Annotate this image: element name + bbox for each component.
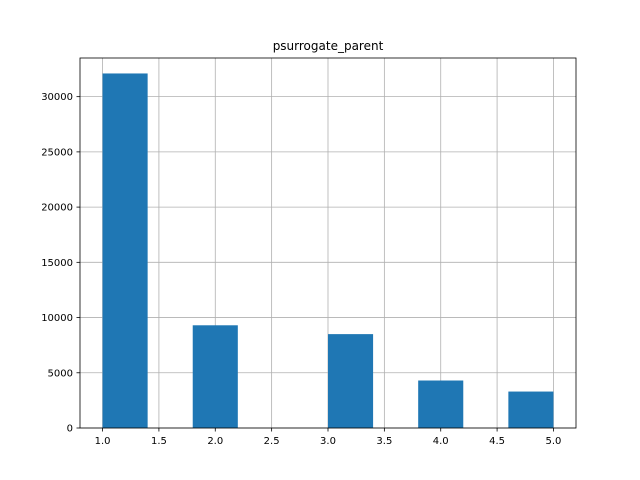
y-axis: 0 5000 10000 15000 20000 25000 30000 [41,92,80,435]
bar-5 [328,334,374,428]
x-tick-label-7: 4.5 [489,436,505,447]
y-tick-label-6: 30000 [41,92,73,103]
bar-2 [192,325,238,428]
y-tick-label-1: 5000 [48,368,73,379]
x-tick-label-8: 5.0 [546,436,562,447]
x-tick-label-4: 3.0 [320,436,336,447]
x-tick-label-1: 1.5 [151,436,167,447]
x-axis: 1.0 1.5 2.0 2.5 3.0 3.5 4.0 4.5 5.0 [95,428,562,447]
y-tick-label-2: 10000 [41,313,73,324]
bars [102,73,554,429]
x-tick-label-3: 2.5 [264,436,280,447]
y-tick-label-5: 25000 [41,147,73,158]
bar-9 [508,391,554,428]
x-tick-label-0: 1.0 [95,436,111,447]
bar-0 [102,73,148,429]
chart-title: psurrogate_parent [273,39,384,53]
x-tick-label-5: 3.5 [376,436,392,447]
y-tick-label-0: 0 [67,424,73,435]
y-tick-label-4: 20000 [41,203,73,214]
y-tick-label-3: 15000 [41,258,73,269]
bar-7 [418,380,464,428]
x-tick-label-6: 4.0 [433,436,449,447]
x-tick-label-2: 2.0 [207,436,223,447]
